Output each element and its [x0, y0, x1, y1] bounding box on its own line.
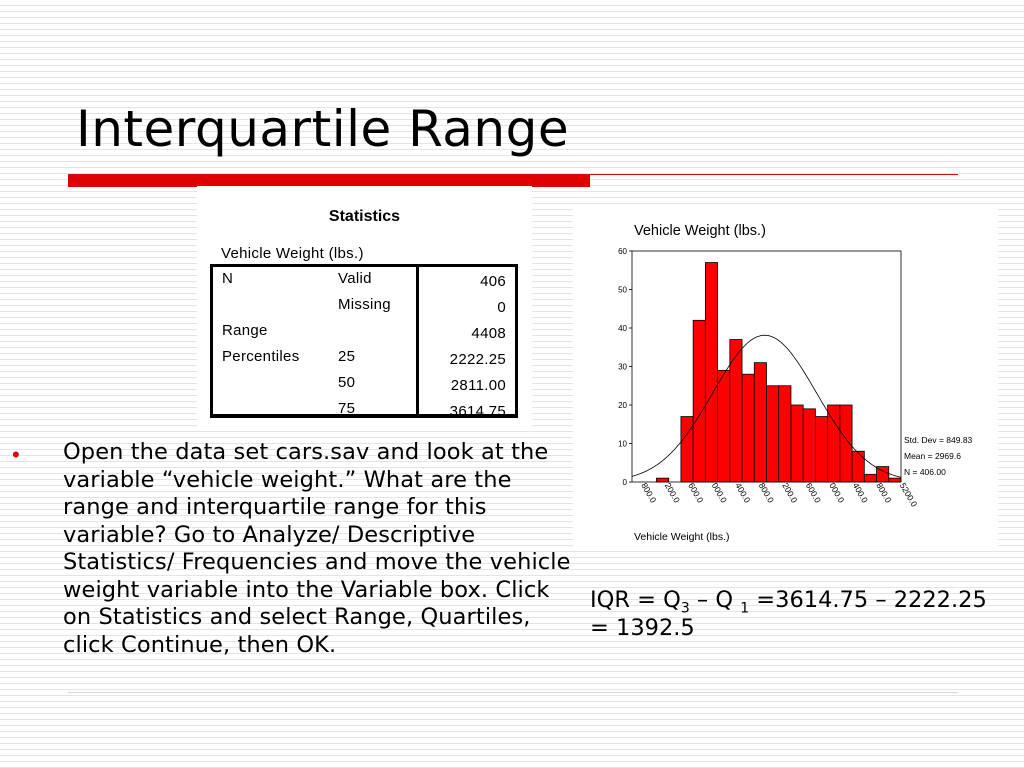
title-underline	[68, 174, 958, 175]
x-tick-label: 200.0	[780, 481, 799, 505]
iqr-prefix: IQR = Q	[590, 587, 681, 613]
histogram-bar	[704, 262, 718, 483]
histogram-bar	[656, 477, 670, 483]
histogram-bar	[766, 385, 780, 483]
iqr-result: =3614.75 – 2222.25 = 1392.5	[590, 587, 987, 641]
slide-title: Interquartile Range	[76, 100, 570, 158]
histogram-bar	[729, 339, 743, 483]
footer-divider	[68, 692, 958, 693]
stats-row-value: 4408	[471, 325, 506, 342]
x-tick-label: 600.0	[804, 481, 823, 505]
x-tick-label: 800.0	[639, 481, 658, 505]
y-tick-label: 20	[618, 401, 627, 410]
x-tick-label: 5200.0	[898, 481, 920, 509]
histogram-bar	[790, 404, 804, 483]
histogram-bar	[802, 408, 816, 483]
normal-curve	[631, 334, 902, 478]
histogram-bar	[692, 319, 706, 483]
legend-stat: N = 406.00	[904, 467, 946, 477]
bullet-text: Open the data set cars.sav and look at t…	[63, 439, 571, 658]
y-tick-label: 10	[618, 440, 627, 449]
x-tick-label: 200.0	[663, 481, 682, 505]
histogram-bar	[741, 373, 755, 483]
histogram-bar	[876, 466, 890, 483]
iqr-formula: IQR = Q3 – Q 1 =3614.75 – 2222.25 = 1392…	[590, 586, 1010, 642]
y-tick-label: 0	[623, 478, 628, 487]
y-tick-label: 40	[618, 324, 627, 333]
histogram-panel: Vehicle Weight (lbs.) 0 10 20 30 40 50 60 800.0 2…	[573, 205, 998, 550]
legend-stat: Std. Dev = 849.83	[904, 435, 973, 445]
legend-stat: Mean = 2969.6	[904, 451, 961, 461]
stats-row-value: 406	[480, 273, 506, 290]
y-tick-label: 30	[618, 363, 627, 372]
statistics-column-divider	[416, 267, 419, 414]
stats-row-label: N	[222, 270, 234, 287]
stats-row-label: Range	[222, 322, 268, 339]
statistics-heading: Statistics	[328, 208, 401, 225]
x-tick-label: 800.0	[874, 481, 893, 505]
histogram-bar	[815, 416, 829, 483]
stats-row-sublabel: Valid	[338, 270, 372, 287]
y-tick-label: 60	[618, 247, 627, 256]
statistics-table: Statistics Vehicle Weight (lbs.) N Valid 4…	[197, 186, 532, 429]
x-tick-label: 600.0	[686, 481, 705, 505]
stats-row-sublabel: 50	[338, 374, 356, 391]
x-tick-label: 000.0	[827, 481, 846, 505]
x-tick-label: 400.0	[733, 481, 752, 505]
histogram-bar	[888, 477, 902, 483]
histogram-bar	[778, 385, 792, 483]
histogram-bar	[753, 362, 767, 483]
x-tick-label: 800.0	[757, 481, 776, 505]
x-axis-label: Vehicle Weight (lbs.)	[634, 531, 730, 543]
chart-title: Vehicle Weight (lbs.)	[634, 223, 766, 239]
stats-row-sublabel: Missing	[338, 296, 391, 313]
histogram-bar	[851, 450, 865, 483]
iqr-q1-subscript: 1	[740, 600, 750, 617]
x-tick-label: 000.0	[710, 481, 729, 505]
stats-row-value: 2811.00	[450, 377, 506, 394]
histogram-bar	[717, 369, 731, 483]
title-accent-bar	[68, 175, 590, 187]
histogram-bar	[839, 404, 853, 483]
iqr-middle: – Q	[689, 587, 741, 613]
statistics-variable-label: Vehicle Weight (lbs.)	[221, 245, 364, 262]
x-tick-label: 400.0	[851, 481, 870, 505]
stats-row-sublabel: 25	[338, 348, 356, 365]
y-tick-label: 50	[618, 286, 627, 295]
stats-row-value: 2222.25	[449, 351, 506, 368]
stats-row-value: 3614.75	[449, 403, 506, 420]
histogram-bar	[863, 473, 877, 483]
stats-row-value: 0	[497, 299, 506, 316]
histogram-bar	[827, 404, 841, 483]
stats-row-sublabel: 75	[338, 400, 356, 417]
statistics-values-box: N Valid 406 Missing 0 Range 4408 Percentiles 25 2…	[210, 264, 518, 420]
histogram-bar	[680, 416, 694, 483]
iqr-q3-subscript: 3	[680, 600, 690, 617]
stats-row-label: Percentiles	[222, 348, 300, 365]
bullet-marker: •	[12, 442, 20, 467]
